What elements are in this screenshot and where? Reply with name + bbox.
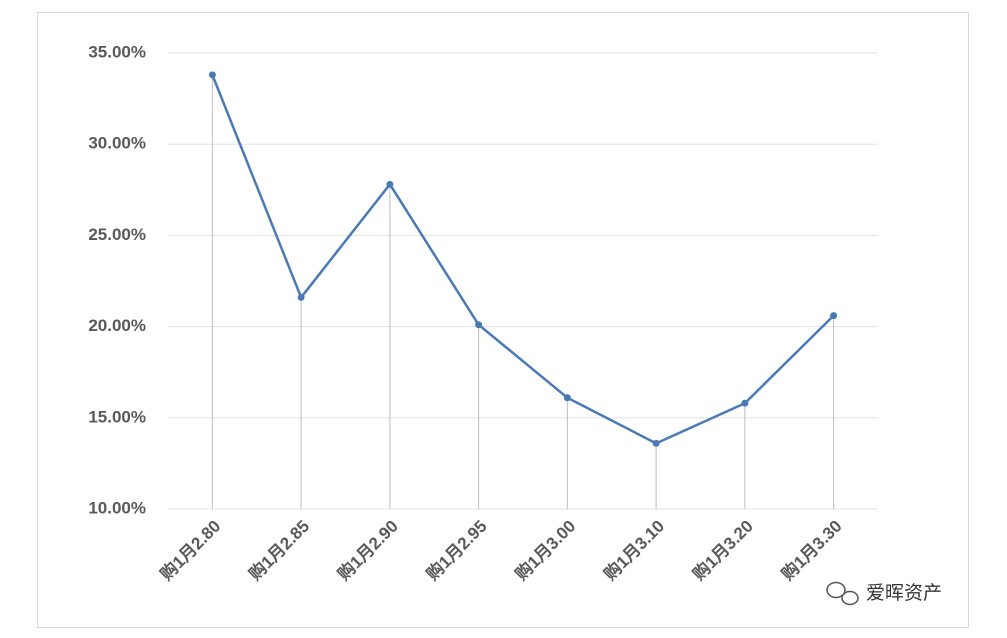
y-tick-label: 20.00% (88, 316, 146, 335)
y-tick-label: 15.00% (88, 407, 146, 426)
watermark: 爱晖资产 (866, 582, 942, 604)
y-tick-label: 10.00% (88, 498, 146, 517)
y-tick-label: 35.00% (88, 42, 146, 61)
point (386, 180, 394, 188)
line (211, 74, 835, 445)
chart-border (37, 12, 969, 628)
point (475, 321, 483, 329)
point (563, 394, 571, 402)
y-tick-label: 25.00% (88, 225, 146, 244)
point (741, 399, 749, 407)
point (652, 439, 660, 447)
watermark-icon (826, 581, 859, 606)
y-tick-label: 30.00% (88, 134, 146, 153)
point (830, 312, 838, 320)
point (208, 71, 216, 79)
point (297, 293, 305, 301)
